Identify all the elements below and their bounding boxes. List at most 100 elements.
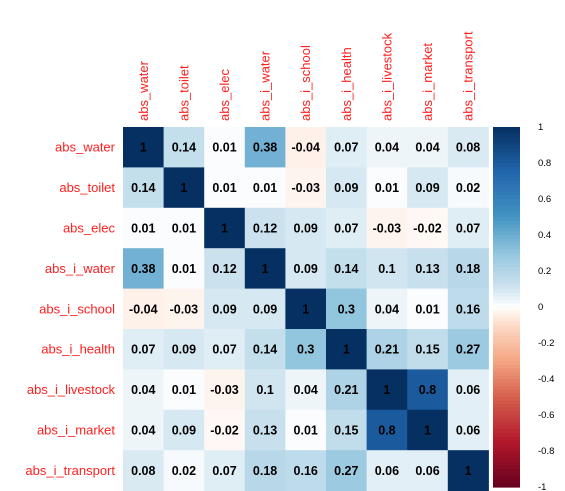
cell-value-abs_water-abs_water: 1 bbox=[140, 141, 147, 155]
colorbar-segment bbox=[493, 429, 520, 434]
cell-abs_i_water-abs_water bbox=[123, 248, 165, 290]
colorbar-segment bbox=[493, 397, 520, 402]
column-label-abs_toilet: abs_toilet bbox=[176, 65, 191, 121]
cell-value-abs_i_transport-abs_toilet: 0.02 bbox=[172, 464, 196, 478]
colorbar-segment bbox=[493, 339, 520, 344]
cell-value-abs_water-abs_toilet: 0.14 bbox=[172, 141, 196, 155]
colorbar-segment bbox=[493, 242, 520, 247]
colorbar-tick-label: 0.6 bbox=[538, 194, 551, 205]
cell-value-abs_elec-abs_toilet: 0.01 bbox=[172, 222, 196, 236]
cell-abs_i_water-abs_i_transport bbox=[447, 248, 489, 290]
colorbar-segment bbox=[493, 314, 520, 319]
cell-abs_i_livestock-abs_i_livestock bbox=[366, 369, 408, 411]
cell-abs_i_school-abs_i_water bbox=[244, 288, 286, 330]
column-label-abs_i_market: abs_i_market bbox=[420, 43, 435, 121]
colorbar-segment bbox=[493, 321, 520, 326]
colorbar-segment bbox=[493, 256, 520, 261]
cell-value-abs_i_health-abs_toilet: 0.09 bbox=[172, 343, 196, 357]
cell-value-abs_water-abs_i_school: -0.04 bbox=[291, 141, 320, 155]
cell-abs_elec-abs_i_health bbox=[326, 207, 368, 249]
colorbar-segment bbox=[493, 364, 520, 369]
cell-abs_water-abs_i_school bbox=[285, 127, 327, 168]
cell-abs_i_livestock-abs_i_school bbox=[285, 369, 327, 411]
colorbar-segment bbox=[493, 436, 520, 441]
row-labels: abs_water abs_toilet abs_elec abs_i_waterab… bbox=[25, 140, 115, 478]
cell-value-abs_toilet-abs_i_transport: 0.02 bbox=[456, 181, 480, 195]
cell-value-abs_elec-abs_water: 0.01 bbox=[131, 222, 155, 236]
colorbar-segment bbox=[493, 346, 520, 351]
cell-value-abs_water-abs_i_health: 0.07 bbox=[334, 141, 358, 155]
colorbar-tick-label: -0.6 bbox=[538, 410, 554, 421]
colorbar-segment bbox=[493, 433, 520, 438]
cell-value-abs_elec-abs_i_livestock: -0.03 bbox=[373, 222, 402, 236]
colorbar-segment bbox=[493, 350, 520, 355]
cell-value-abs_i_water-abs_i_health: 0.14 bbox=[334, 262, 358, 276]
colorbar-segment bbox=[493, 469, 520, 474]
cell-value-abs_i_school-abs_i_transport: 0.16 bbox=[456, 302, 480, 316]
colorbar-segment bbox=[493, 245, 520, 250]
cell-abs_water-abs_i_livestock bbox=[366, 127, 408, 168]
cell-value-abs_i_health-abs_i_transport: 0.27 bbox=[456, 343, 480, 357]
colorbar-segment bbox=[493, 231, 520, 236]
cell-value-abs_i_livestock-abs_i_water: 0.1 bbox=[256, 383, 273, 397]
cell-abs_toilet-abs_i_water bbox=[244, 167, 286, 209]
cell-value-abs_i_health-abs_i_water: 0.14 bbox=[253, 343, 277, 357]
cell-value-abs_i_school-abs_i_school: 1 bbox=[302, 302, 309, 316]
cell-abs_i_school-abs_water bbox=[123, 288, 165, 330]
cell-abs_i_school-abs_i_school bbox=[285, 288, 327, 330]
cell-value-abs_i_water-abs_i_water: 1 bbox=[262, 262, 269, 276]
cell-value-abs_i_transport-abs_i_school: 0.16 bbox=[294, 464, 318, 478]
cell-abs_toilet-abs_elec bbox=[204, 167, 246, 209]
colorbar-segment bbox=[493, 389, 520, 394]
colorbar-segment bbox=[493, 335, 520, 340]
cell-abs_elec-abs_i_livestock bbox=[366, 207, 408, 249]
colorbar-segment bbox=[493, 163, 520, 168]
colorbar-segment bbox=[493, 411, 520, 416]
colorbar-segment bbox=[493, 278, 520, 283]
cell-abs_i_health-abs_elec bbox=[204, 329, 246, 370]
cell-abs_i_market-abs_i_water bbox=[244, 409, 286, 451]
cell-value-abs_i_health-abs_i_livestock: 0.21 bbox=[375, 343, 399, 357]
cell-abs_i_livestock-abs_i_health bbox=[326, 369, 368, 411]
colorbar-tick-label: 0.2 bbox=[538, 266, 551, 277]
cell-abs_i_transport-abs_elec bbox=[204, 450, 246, 491]
cell-abs_i_market-abs_i_livestock bbox=[366, 409, 408, 451]
cell-abs_i_water-abs_i_water bbox=[244, 248, 286, 290]
cell-abs_i_market-abs_elec bbox=[204, 409, 246, 451]
colorbar-segment bbox=[493, 188, 520, 193]
colorbar-segment bbox=[493, 173, 520, 178]
colorbar-segment bbox=[493, 285, 520, 290]
colorbar-segment bbox=[493, 368, 520, 373]
cell-abs_i_health-abs_i_livestock bbox=[366, 329, 408, 370]
row-label-abs_i_health: abs_i_health bbox=[41, 342, 115, 357]
cell-value-abs_i_livestock-abs_toilet: 0.01 bbox=[172, 383, 196, 397]
colorbar-segment bbox=[493, 299, 520, 304]
cell-abs_i_school-abs_elec bbox=[204, 288, 246, 330]
cell-abs_toilet-abs_i_health bbox=[326, 167, 368, 209]
cell-abs_i_health-abs_i_transport bbox=[447, 329, 489, 370]
row-label-abs_toilet: abs_toilet bbox=[59, 180, 115, 195]
cell-abs_i_health-abs_i_school bbox=[285, 329, 327, 370]
colorbar-segment bbox=[493, 461, 520, 466]
cell-abs_i_health-abs_toilet bbox=[163, 329, 205, 370]
cell-value-abs_i_livestock-abs_elec: -0.03 bbox=[210, 383, 239, 397]
cell-value-abs_i_health-abs_i_health: 1 bbox=[343, 343, 350, 357]
cell-value-abs_i_market-abs_water: 0.04 bbox=[131, 424, 155, 438]
colorbar-segment bbox=[493, 166, 520, 171]
column-label-abs_i_transport: abs_i_transport bbox=[461, 31, 476, 121]
colorbar-segment bbox=[493, 472, 520, 477]
colorbar-segment bbox=[493, 379, 520, 384]
colorbar-segment bbox=[493, 202, 520, 207]
column-label-abs_i_water: abs_i_water bbox=[258, 50, 273, 121]
cell-abs_elec-abs_water bbox=[123, 207, 165, 249]
row-label-abs_i_livestock: abs_i_livestock bbox=[27, 382, 116, 397]
cell-abs_toilet-abs_i_school bbox=[285, 167, 327, 209]
cell-value-abs_i_water-abs_elec: 0.12 bbox=[212, 262, 236, 276]
colorbar-tick-label: 1 bbox=[538, 122, 543, 133]
colorbar-segment bbox=[493, 213, 520, 218]
cell-value-abs_i_school-abs_i_health: 0.3 bbox=[338, 302, 355, 316]
colorbar-segment bbox=[493, 303, 520, 308]
colorbar-segment bbox=[493, 155, 520, 160]
cell-value-abs_i_water-abs_water: 0.38 bbox=[131, 262, 155, 276]
